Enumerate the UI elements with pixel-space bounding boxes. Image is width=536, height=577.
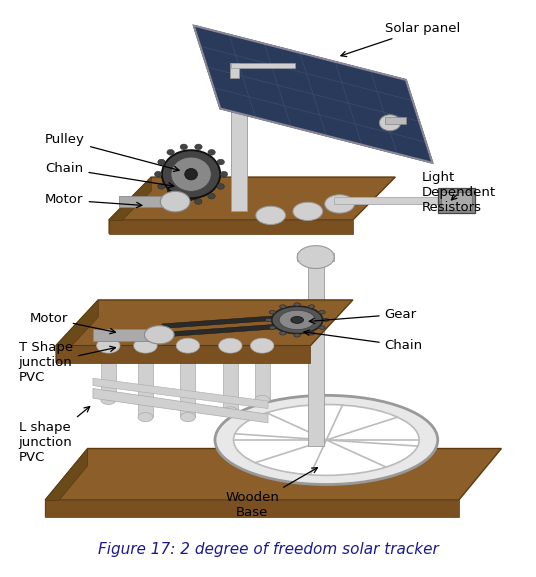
Ellipse shape <box>229 57 248 69</box>
Ellipse shape <box>280 305 286 308</box>
Text: Motor: Motor <box>29 312 115 334</box>
Ellipse shape <box>234 404 419 475</box>
Ellipse shape <box>138 413 153 422</box>
Ellipse shape <box>223 407 238 416</box>
Ellipse shape <box>217 183 225 189</box>
Ellipse shape <box>269 310 276 314</box>
Ellipse shape <box>195 144 202 150</box>
Ellipse shape <box>208 193 215 199</box>
Polygon shape <box>93 388 268 423</box>
Polygon shape <box>56 346 310 363</box>
Polygon shape <box>438 189 475 213</box>
Ellipse shape <box>171 157 211 192</box>
Ellipse shape <box>101 395 116 404</box>
Ellipse shape <box>208 149 215 155</box>
Polygon shape <box>120 196 178 207</box>
Polygon shape <box>138 346 153 417</box>
Polygon shape <box>231 63 294 69</box>
Polygon shape <box>109 177 396 220</box>
Ellipse shape <box>96 338 120 353</box>
Ellipse shape <box>379 115 400 131</box>
Ellipse shape <box>144 325 174 344</box>
Ellipse shape <box>294 303 300 306</box>
Ellipse shape <box>134 338 157 353</box>
Polygon shape <box>45 448 501 500</box>
Ellipse shape <box>265 318 272 321</box>
Ellipse shape <box>294 334 300 337</box>
Text: Pulley: Pulley <box>45 133 179 171</box>
Ellipse shape <box>250 338 274 353</box>
Polygon shape <box>162 314 297 328</box>
Ellipse shape <box>176 338 199 353</box>
Ellipse shape <box>219 338 242 353</box>
Ellipse shape <box>323 318 329 321</box>
Ellipse shape <box>308 332 315 335</box>
Polygon shape <box>93 328 162 341</box>
Ellipse shape <box>180 198 188 204</box>
Ellipse shape <box>154 171 162 177</box>
Ellipse shape <box>215 395 438 485</box>
Polygon shape <box>255 346 270 400</box>
Ellipse shape <box>272 306 323 334</box>
Ellipse shape <box>167 193 174 199</box>
Text: Light
Dependent
Resistors: Light Dependent Resistors <box>422 171 496 214</box>
Text: Motor: Motor <box>45 193 142 208</box>
Text: Gear: Gear <box>309 308 417 324</box>
Ellipse shape <box>325 195 354 213</box>
Polygon shape <box>162 323 297 337</box>
Ellipse shape <box>167 149 174 155</box>
Polygon shape <box>174 186 198 200</box>
Polygon shape <box>93 378 268 409</box>
Polygon shape <box>231 63 247 211</box>
Ellipse shape <box>280 332 286 335</box>
Polygon shape <box>45 500 459 517</box>
Polygon shape <box>308 254 324 445</box>
Ellipse shape <box>319 326 325 329</box>
Text: T Shape
junction
PVC: T Shape junction PVC <box>19 341 115 384</box>
Polygon shape <box>223 346 238 411</box>
Text: Solar panel: Solar panel <box>341 22 460 57</box>
Ellipse shape <box>279 310 315 329</box>
Ellipse shape <box>308 305 315 308</box>
Ellipse shape <box>297 246 334 268</box>
Ellipse shape <box>160 192 190 212</box>
Ellipse shape <box>291 317 303 323</box>
Polygon shape <box>56 300 98 363</box>
Ellipse shape <box>255 395 270 404</box>
Polygon shape <box>181 346 195 417</box>
Ellipse shape <box>319 310 325 314</box>
Ellipse shape <box>293 202 323 220</box>
Ellipse shape <box>158 159 165 165</box>
Text: Chain: Chain <box>304 330 423 352</box>
Text: Figure 17: 2 degree of freedom solar tracker: Figure 17: 2 degree of freedom solar tra… <box>98 542 438 557</box>
Ellipse shape <box>220 171 228 177</box>
Polygon shape <box>109 177 151 234</box>
Ellipse shape <box>269 326 276 329</box>
Ellipse shape <box>185 168 197 180</box>
Polygon shape <box>109 220 353 234</box>
Polygon shape <box>193 25 433 163</box>
Text: L shape
junction
PVC: L shape junction PVC <box>19 407 90 464</box>
Polygon shape <box>297 253 334 261</box>
Polygon shape <box>334 197 448 204</box>
Polygon shape <box>385 117 406 124</box>
Ellipse shape <box>307 249 324 260</box>
Polygon shape <box>167 186 191 200</box>
Polygon shape <box>56 300 353 346</box>
Ellipse shape <box>195 198 202 204</box>
Ellipse shape <box>181 413 195 422</box>
Ellipse shape <box>162 150 220 198</box>
Ellipse shape <box>217 159 225 165</box>
Polygon shape <box>230 63 239 78</box>
Ellipse shape <box>256 206 286 224</box>
Text: Wooden
Base: Wooden Base <box>225 468 317 519</box>
Polygon shape <box>101 346 116 400</box>
Polygon shape <box>441 192 472 209</box>
Ellipse shape <box>180 144 188 150</box>
Polygon shape <box>45 448 88 517</box>
Text: Chain: Chain <box>45 162 174 188</box>
Ellipse shape <box>158 183 165 189</box>
